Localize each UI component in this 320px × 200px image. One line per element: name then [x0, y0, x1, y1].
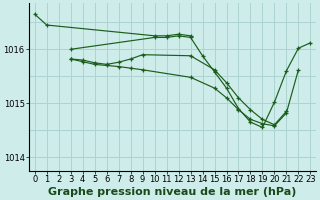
X-axis label: Graphe pression niveau de la mer (hPa): Graphe pression niveau de la mer (hPa) — [48, 187, 297, 197]
